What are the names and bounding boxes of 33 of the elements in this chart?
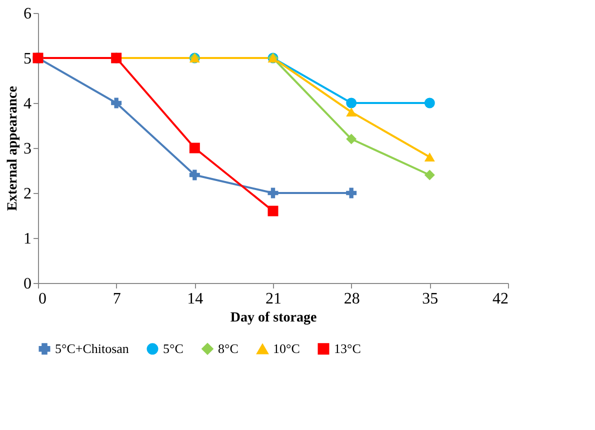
point [346,188,357,198]
x-tick-label: 28 [344,290,360,308]
y-tick-label: 4 [24,96,32,112]
point [424,170,435,180]
y-tick-label: 3 [24,140,32,158]
point [346,134,357,144]
point [111,98,122,108]
y-axis-title: External appearance [6,86,20,211]
point [189,142,200,154]
y-tick-label: 6 [24,6,32,22]
y-tick-label: 1 [24,230,32,248]
point [424,152,435,162]
legend-label: 8°C [218,340,238,356]
x-tick-label: 0 [38,290,46,308]
point [268,188,278,198]
y-tick-label: 0 [24,276,32,292]
x-axis-title: Day of storage [230,310,317,326]
y-tick-label: 2 [24,186,32,202]
point [346,98,357,108]
legend-label: 5°C [163,340,184,356]
x-tick-label: 14 [187,290,204,308]
x-tick-label: 42 [492,290,508,308]
x-tick-label: 35 [422,290,438,308]
x-tick-label: 21 [266,290,282,308]
point [189,170,200,180]
legend-label: 10°C [273,341,300,356]
legend-label: 5°C+Chitosan [55,340,130,356]
point [424,98,435,108]
point [346,107,357,117]
x-tick-label: 7 [112,290,121,308]
legend-label: 13°C [334,340,361,356]
y-tick-label: 5 [24,50,32,68]
point [268,206,278,216]
